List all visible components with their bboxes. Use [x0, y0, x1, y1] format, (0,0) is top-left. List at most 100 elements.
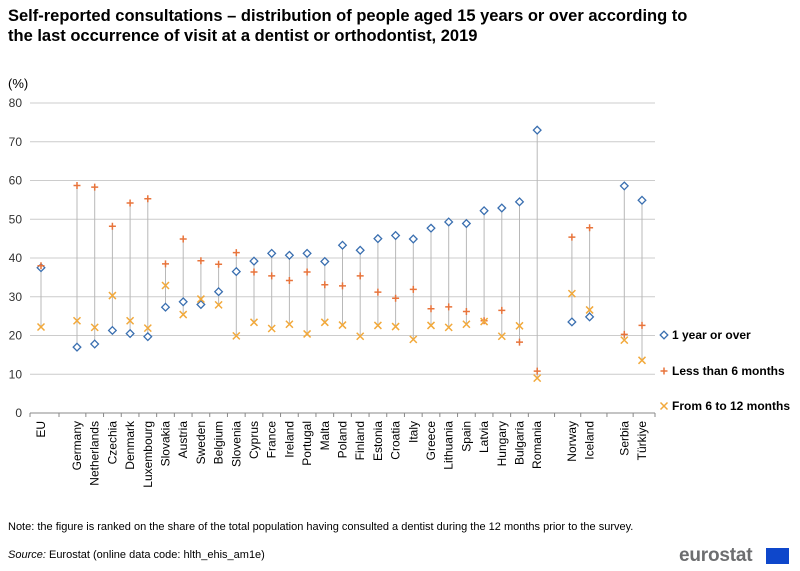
- point-6-to-12-months: [249, 318, 259, 327]
- x-tick-label: Bulgaria: [513, 421, 527, 465]
- y-tick-label: 10: [9, 367, 23, 381]
- point-6-to-12-months: [232, 331, 241, 340]
- point-6-to-12-months: [585, 305, 594, 314]
- point-less-than-6-months: [162, 260, 169, 268]
- point-less-than-6-months: [638, 321, 646, 329]
- point-1-year-or-over: [584, 312, 595, 322]
- x-tick-label: Hungary: [495, 421, 509, 466]
- point-less-than-6-months: [586, 224, 594, 232]
- point-6-to-12-months: [72, 316, 82, 325]
- x-tick-label: Estonia: [371, 421, 385, 461]
- point-1-year-or-over: [619, 181, 630, 191]
- x-tick-label: Poland: [336, 421, 350, 458]
- point-less-than-6-months: [356, 272, 364, 280]
- x-tick-label: Finland: [353, 421, 367, 460]
- point-6-to-12-months: [108, 291, 117, 300]
- y-tick-label: 40: [9, 251, 23, 265]
- point-6-to-12-months: [143, 324, 152, 333]
- point-less-than-6-months: [568, 233, 576, 241]
- point-6-to-12-months: [373, 321, 382, 330]
- eurostat-logo-text: eurostat: [679, 545, 753, 566]
- x-tick-label: Belgium: [212, 421, 226, 464]
- y-tick-label: 60: [9, 174, 23, 188]
- legend-label: 1 year or over: [672, 328, 751, 342]
- x-tick-label: Luxembourg: [141, 421, 155, 488]
- point-less-than-6-months: [374, 288, 382, 296]
- x-tick-label: Austria: [176, 421, 190, 459]
- point-1-year-or-over: [337, 240, 348, 250]
- point-1-year-or-over: [408, 234, 419, 244]
- point-1-year-or-over: [107, 325, 118, 336]
- legend-marker: [659, 401, 669, 411]
- point-less-than-6-months: [179, 235, 187, 243]
- x-tick-label: Czechia: [105, 421, 119, 465]
- point-less-than-6-months: [285, 276, 293, 284]
- source-text: Eurostat (online data code: hlth_ehis_am…: [45, 549, 265, 561]
- point-6-to-12-months: [480, 317, 489, 326]
- point-6-to-12-months: [391, 322, 400, 331]
- point-less-than-6-months: [533, 367, 541, 375]
- x-tick-label: Lithuania: [442, 421, 456, 470]
- point-less-than-6-months: [232, 249, 240, 257]
- point-less-than-6-months: [620, 330, 628, 338]
- x-tick-label: Italy: [406, 421, 420, 443]
- point-6-to-12-months: [426, 321, 436, 330]
- point-1-year-or-over: [143, 331, 153, 342]
- point-1-year-or-over: [178, 297, 188, 307]
- point-6-to-12-months: [36, 322, 46, 332]
- point-less-than-6-months: [409, 285, 417, 293]
- source-line: Source: Eurostat (online data code: hlth…: [8, 549, 265, 561]
- point-1-year-or-over: [390, 230, 401, 241]
- point-less-than-6-months: [462, 307, 470, 315]
- x-tick-label: Iceland: [583, 421, 597, 460]
- chart: 0 10 20 30 40 50 60 70 80 EU Germany Netherlands Cze…: [9, 96, 791, 488]
- point-1-year-or-over: [497, 203, 507, 213]
- point-1-year-or-over: [89, 339, 100, 349]
- y-tick-label: 0: [15, 406, 22, 420]
- point-1-year-or-over: [514, 197, 525, 207]
- point-less-than-6-months: [339, 282, 346, 290]
- x-tick-label: France: [265, 421, 279, 459]
- point-1-year-or-over: [461, 218, 472, 229]
- x-tick-label: Slovenia: [229, 421, 243, 467]
- point-less-than-6-months: [250, 268, 258, 276]
- point-6-to-12-months: [567, 289, 576, 298]
- x-tick-label: EU: [34, 421, 48, 438]
- x-tick-label: Ireland: [282, 421, 296, 458]
- x-tick-label: Denmark: [123, 420, 137, 470]
- point-6-to-12-months: [497, 332, 506, 341]
- point-6-to-12-months: [90, 323, 99, 332]
- point-6-to-12-months: [126, 316, 135, 325]
- point-less-than-6-months: [215, 260, 223, 268]
- point-6-to-12-months: [320, 318, 329, 327]
- x-tick-label: Greece: [424, 421, 438, 461]
- chart-title: Self-reported consultations – distributi…: [8, 7, 688, 45]
- y-tick-label: 50: [9, 212, 23, 226]
- point-6-to-12-months: [179, 310, 188, 319]
- point-6-to-12-months: [196, 295, 205, 304]
- point-1-year-or-over: [373, 233, 383, 244]
- point-less-than-6-months: [392, 294, 400, 302]
- eu-flag-icon: [766, 548, 789, 564]
- point-6-to-12-months: [161, 281, 170, 290]
- x-tick-label: Norway: [565, 421, 579, 462]
- point-6-to-12-months: [338, 321, 347, 330]
- y-axis-unit: (%): [8, 76, 29, 91]
- footnote: Note: the figure is ranked on the share …: [8, 521, 634, 533]
- point-1-year-or-over: [266, 248, 277, 259]
- y-tick-label: 70: [9, 135, 23, 149]
- point-6-to-12-months: [533, 374, 542, 383]
- x-tick-label: Malta: [318, 421, 332, 451]
- point-less-than-6-months: [144, 195, 152, 203]
- y-tick-label: 80: [9, 96, 23, 110]
- point-1-year-or-over: [125, 328, 135, 339]
- point-6-to-12-months: [444, 323, 453, 332]
- point-1-year-or-over: [213, 286, 224, 297]
- x-tick-label: Netherlands: [88, 421, 102, 486]
- point-1-year-or-over: [302, 248, 312, 259]
- point-6-to-12-months: [267, 324, 276, 333]
- y-tick-label: 30: [9, 290, 23, 304]
- y-tick-label: 20: [9, 329, 23, 343]
- point-less-than-6-months: [445, 303, 453, 311]
- point-less-than-6-months: [197, 257, 205, 265]
